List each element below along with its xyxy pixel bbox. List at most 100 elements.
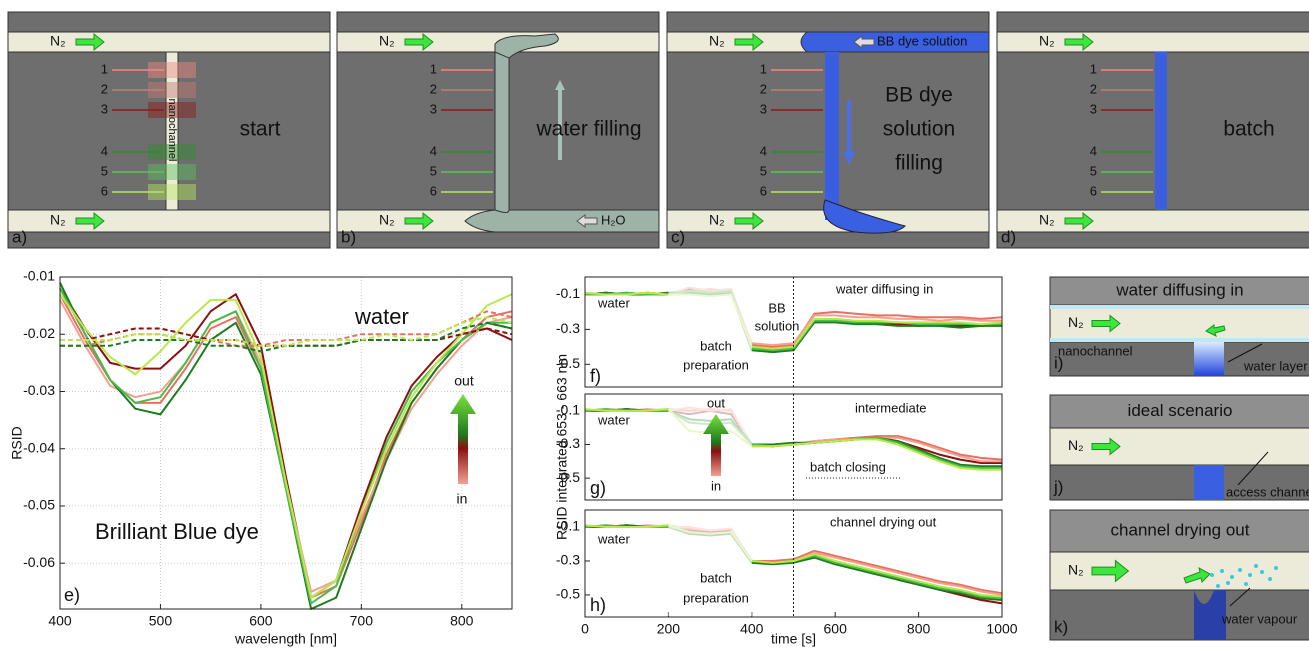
- nanochannel: [1194, 465, 1224, 500]
- level-number: 1: [760, 61, 767, 76]
- x-tick-label: 0: [581, 621, 589, 637]
- detection-spot: [148, 62, 196, 78]
- x-tick-label: 1000: [986, 621, 1017, 637]
- channel-label: nanochannel: [166, 98, 178, 161]
- plot-frame: [584, 393, 1003, 501]
- caption: solution: [883, 118, 955, 141]
- pointer: [1229, 587, 1251, 607]
- x-tick-label: 400: [48, 613, 72, 629]
- nanochannel: [825, 52, 839, 220]
- caption: batch: [1223, 118, 1274, 141]
- flow-arrow: [1091, 559, 1130, 583]
- y-tick-label: -0.1: [556, 285, 580, 301]
- nanochannel: [494, 43, 510, 221]
- x-tick-label: 600: [824, 621, 848, 637]
- plot-frame: [584, 509, 1003, 618]
- nanochannel: [1194, 590, 1226, 640]
- gas-label: N₂: [379, 212, 395, 228]
- vapour-dot: [1274, 566, 1278, 570]
- annotation: batch: [700, 570, 732, 585]
- diffusion-arrow: [1205, 324, 1226, 337]
- x-axis-label: wavelength [nm]: [234, 631, 337, 647]
- nanochannel: [1155, 52, 1167, 210]
- x-tick-label: 700: [350, 613, 374, 629]
- annotation: batch closing: [810, 459, 886, 474]
- panel-label: j): [1053, 477, 1063, 496]
- panel-label: b): [341, 227, 356, 246]
- pointer: [1227, 343, 1263, 363]
- y-tick-label: -0.02: [23, 325, 55, 341]
- level-number: 3: [1090, 101, 1097, 116]
- level-number: 6: [430, 183, 437, 198]
- vapour-dot: [1254, 564, 1258, 568]
- detection-spot: [148, 102, 196, 118]
- y-tick-label: -0.04: [23, 439, 55, 455]
- trend-arrow: [450, 394, 476, 484]
- x-tick-label: 800: [907, 621, 931, 637]
- caption: BB dye: [885, 84, 953, 107]
- y-tick-label: -0.01: [23, 268, 55, 284]
- dye-inlet: [800, 31, 990, 53]
- vapour-dot: [1220, 569, 1224, 573]
- data-line: [59, 287, 513, 599]
- level-number: 1: [1090, 61, 1097, 76]
- plot-area: [60, 277, 512, 609]
- annotation: in: [457, 491, 468, 507]
- y-tick-label: -0.3: [556, 320, 580, 336]
- vapour-dot: [1248, 573, 1252, 577]
- gas-label: N₂: [1039, 33, 1055, 49]
- inset-title: channel drying out: [1111, 520, 1250, 539]
- annotation: water diffusing in: [835, 281, 933, 296]
- evaporation-arrow: [1183, 567, 1211, 584]
- y-tick-label: -0.1: [556, 402, 580, 418]
- annotation: preparation: [683, 590, 749, 605]
- detection-spot: [148, 184, 196, 200]
- level-number: 6: [760, 183, 767, 198]
- plot-frame: [584, 276, 1003, 388]
- level-number: 4: [1090, 143, 1097, 158]
- gas-label: N₂: [1039, 212, 1055, 228]
- vapour-dot: [1230, 575, 1234, 579]
- flow-arrow: [734, 211, 764, 231]
- water-layer: [1050, 305, 1309, 309]
- gas-label: N₂: [1068, 314, 1084, 330]
- inset-annotation: access channel: [1226, 484, 1309, 499]
- gas-label: N₂: [709, 33, 725, 49]
- y-tick-label: -0.03: [23, 382, 55, 398]
- level-number: 4: [430, 143, 437, 158]
- panel-label: c): [671, 227, 685, 246]
- inset-title-band: [1049, 394, 1309, 429]
- y-tick-label: -0.5: [556, 469, 580, 485]
- flow-arrow: [75, 211, 105, 231]
- level-number: 5: [101, 163, 108, 178]
- flow-arrow: [404, 211, 434, 231]
- level-number: 2: [1090, 81, 1097, 96]
- flow-direction: [555, 80, 565, 160]
- data-line: [585, 290, 1002, 352]
- faded-region: [668, 278, 752, 386]
- level-number: 5: [1090, 163, 1097, 178]
- y-tick-label: -0.3: [556, 435, 580, 451]
- level-number: 4: [760, 143, 767, 158]
- annotation: f): [590, 366, 601, 386]
- level-number: 6: [101, 183, 108, 198]
- data-line: [59, 293, 513, 599]
- inset-wall: [1049, 589, 1309, 641]
- caption: start: [240, 118, 281, 141]
- water-layer: [1050, 338, 1309, 342]
- inset-annotation: water vapour: [1221, 611, 1298, 626]
- flow-arrow: [1064, 211, 1094, 231]
- level-number: 1: [101, 61, 108, 76]
- level-number: 5: [760, 163, 767, 178]
- level-number: 3: [430, 101, 437, 116]
- inset-annotation: nanochannel: [1058, 343, 1133, 358]
- y-axis-label: RSID integrated 653 - 663 nm: [554, 354, 570, 540]
- water-inlet: [464, 209, 660, 233]
- y-tick-label: -0.06: [23, 554, 55, 570]
- annotation: in: [711, 478, 721, 493]
- panel-label: d): [1001, 227, 1016, 246]
- water-front: [494, 33, 559, 59]
- inset-wall: [1049, 341, 1309, 377]
- dye-front: [823, 199, 906, 234]
- y-axis-label: RSID: [9, 426, 25, 459]
